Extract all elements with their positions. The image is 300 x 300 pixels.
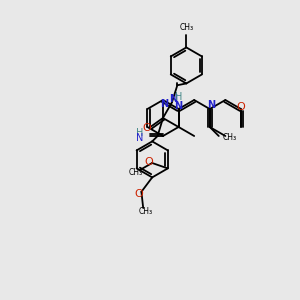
Text: N: N [160,99,168,109]
Text: H: H [175,92,183,102]
Text: CH₃: CH₃ [138,208,152,217]
Text: CH₃: CH₃ [223,134,237,142]
Text: O: O [142,123,151,133]
Text: O: O [145,157,154,167]
Text: H: H [136,128,144,138]
Text: CH₃: CH₃ [128,168,142,177]
Text: N: N [136,133,144,143]
Text: O: O [237,102,245,112]
Text: N: N [207,100,215,110]
Text: N: N [175,101,183,111]
Text: N: N [169,94,177,104]
Text: CH₃: CH₃ [179,23,194,32]
Text: O: O [134,189,143,199]
